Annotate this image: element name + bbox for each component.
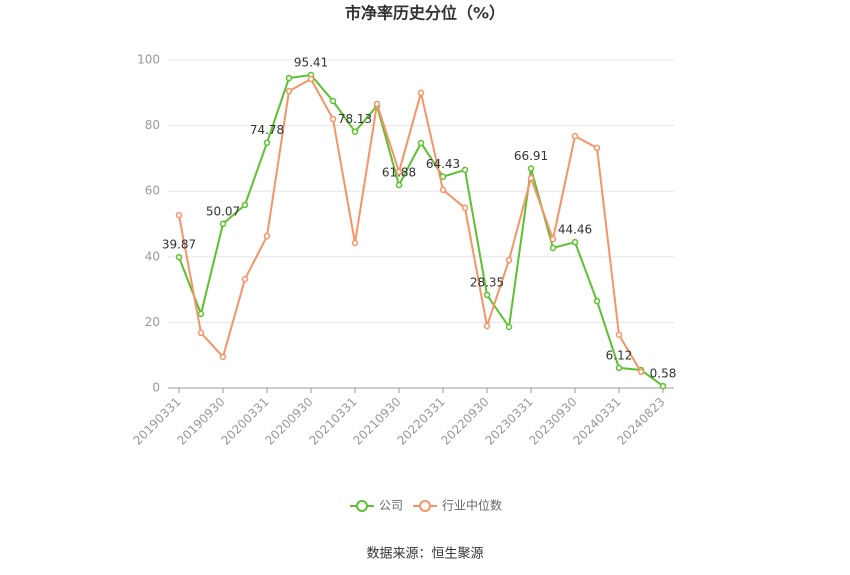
y-tick-label: 80 — [145, 118, 160, 132]
x-tick-label: 20240823 — [615, 395, 668, 448]
data-label: 74.78 — [250, 123, 284, 137]
legend-label: 公司 — [379, 499, 403, 513]
point — [571, 132, 579, 140]
y-tick-label: 0 — [152, 381, 160, 395]
point — [395, 181, 403, 189]
point — [549, 244, 557, 252]
point — [417, 89, 425, 97]
point — [351, 128, 359, 135]
point — [285, 87, 293, 95]
point — [505, 323, 513, 331]
point — [461, 204, 469, 212]
point — [483, 291, 491, 299]
legend-marker — [419, 500, 431, 512]
point — [483, 322, 491, 330]
data-label: 64.43 — [426, 157, 460, 171]
point — [263, 139, 271, 146]
point — [593, 144, 601, 152]
point — [175, 253, 183, 261]
point — [285, 74, 293, 82]
point — [593, 297, 601, 305]
point — [527, 165, 535, 172]
point — [351, 239, 359, 247]
data-label: 66.91 — [514, 149, 548, 163]
legend-label: 行业中位数 — [442, 498, 502, 513]
chart-title: 市净率历史分位（%） — [345, 4, 505, 23]
y-tick-label: 40 — [145, 249, 160, 263]
point — [637, 368, 645, 376]
series-line — [178, 77, 642, 373]
point — [615, 331, 623, 339]
y-tick-label: 60 — [145, 184, 160, 198]
point — [505, 256, 513, 264]
y-tick-label: 100 — [137, 53, 160, 67]
data-label: 44.46 — [558, 223, 592, 237]
point — [197, 310, 205, 318]
point — [219, 353, 227, 361]
point — [241, 275, 249, 283]
legend-marker — [356, 500, 368, 512]
data-label: 0.58 — [650, 367, 677, 381]
point — [219, 220, 227, 228]
data-label: 39.87 — [162, 238, 196, 252]
data-label: 50.07 — [206, 204, 240, 218]
data-label: 61.88 — [382, 166, 416, 180]
point — [307, 75, 315, 83]
point — [417, 139, 425, 147]
point — [461, 166, 469, 174]
point — [329, 97, 337, 105]
data-label: 95.41 — [294, 56, 328, 70]
data-label: 78.13 — [338, 112, 372, 126]
point — [549, 235, 557, 243]
point — [439, 186, 447, 194]
data-label: 6.12 — [606, 348, 633, 362]
source: 数据来源：恒生聚源 — [366, 547, 483, 562]
point — [241, 201, 249, 209]
point — [527, 174, 535, 182]
point — [175, 211, 183, 219]
point — [329, 115, 337, 123]
point — [615, 364, 623, 372]
point — [571, 238, 579, 246]
data-label: 28.35 — [470, 276, 504, 290]
point — [659, 382, 667, 390]
point — [263, 232, 271, 240]
point — [373, 100, 381, 108]
point — [395, 168, 403, 176]
point — [197, 329, 205, 337]
y-tick-label: 20 — [145, 315, 160, 329]
